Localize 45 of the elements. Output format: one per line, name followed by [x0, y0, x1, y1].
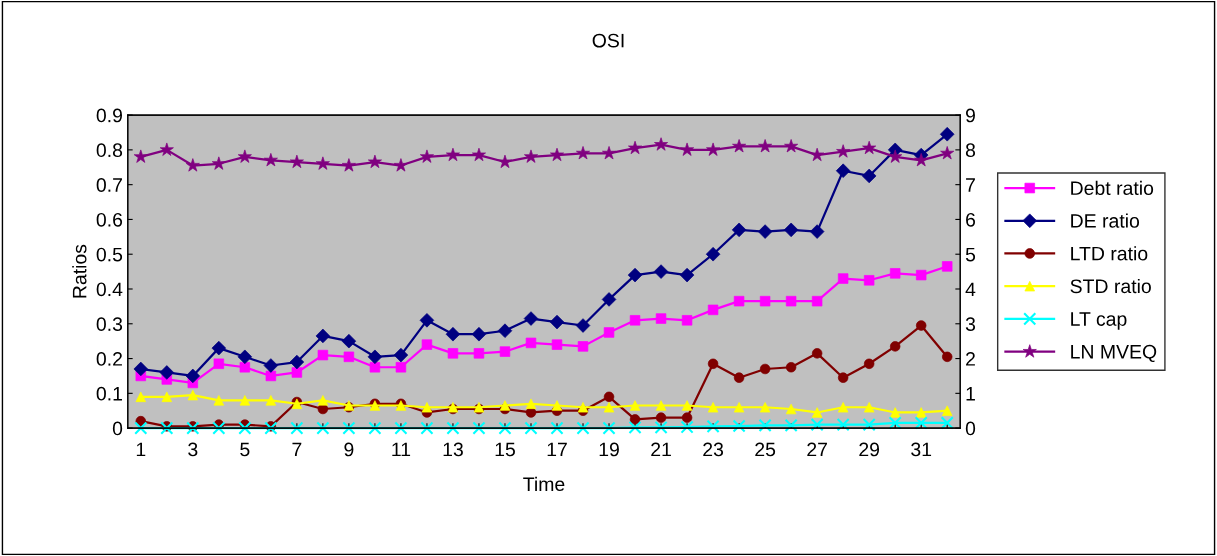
- legend-label: Debt ratio: [1071, 180, 1154, 196]
- legend-label: LT cap: [1071, 312, 1127, 330]
- x-tick-label: 17: [547, 442, 567, 457]
- x-tick-label: 1: [136, 442, 146, 457]
- legend-label: STD ratio: [1070, 278, 1151, 294]
- y2-tick-label: 8: [965, 143, 976, 158]
- y-tick-label: 0: [112, 421, 123, 436]
- y2-tick-label: 7: [966, 178, 975, 192]
- x-tick-label: 11: [392, 442, 411, 457]
- y-axis-title: Ratios: [72, 244, 87, 298]
- x-tick-label: 13: [443, 442, 463, 457]
- y2-tick-label: 3: [965, 317, 976, 332]
- x-tick-label: 9: [344, 442, 354, 457]
- y2-tick-label: 6: [966, 212, 976, 227]
- y-tick-label: 0.7: [96, 178, 122, 192]
- x-tick-label: 29: [859, 442, 880, 457]
- x-tick-label: 3: [188, 442, 198, 457]
- legend-label: LN MVEQ: [1071, 344, 1157, 363]
- y-tick-label: 0.3: [96, 317, 123, 332]
- x-tick-label: 23: [703, 442, 724, 457]
- x-tick-label: 25: [755, 442, 776, 457]
- y-tick-label: 0.5: [96, 247, 123, 262]
- y2-tick-label: 2: [966, 352, 975, 366]
- y2-tick-label: 1: [966, 387, 975, 401]
- y-tick-label: 0.9: [96, 108, 122, 123]
- y-tick-label: 0.2: [96, 352, 122, 366]
- legend-label: LTD ratio: [1071, 246, 1148, 261]
- y-tick-label: 0.4: [96, 282, 123, 297]
- y-tick-label: 0.6: [96, 212, 123, 227]
- x-tick-label: 31: [911, 442, 932, 457]
- x-tick-label: 21: [651, 442, 671, 457]
- x-tick-label: 7: [292, 442, 302, 457]
- x-tick-label: 5: [240, 442, 250, 457]
- x-axis-title: Time: [523, 476, 565, 492]
- y-tick-label: 0.8: [96, 143, 123, 158]
- x-tick-label: 27: [807, 442, 827, 457]
- x-tick-label: 19: [599, 442, 619, 457]
- y2-tick-label: 4: [965, 282, 976, 297]
- x-tick-label: 15: [495, 442, 515, 457]
- y2-tick-label: 9: [965, 108, 975, 123]
- y-tick-label: 0.1: [96, 386, 122, 401]
- y2-tick-label: 5: [965, 247, 976, 262]
- y2-tick-label: 0: [965, 421, 976, 436]
- chart-title: OSI: [592, 33, 624, 48]
- legend-label: DE ratio: [1071, 213, 1140, 228]
